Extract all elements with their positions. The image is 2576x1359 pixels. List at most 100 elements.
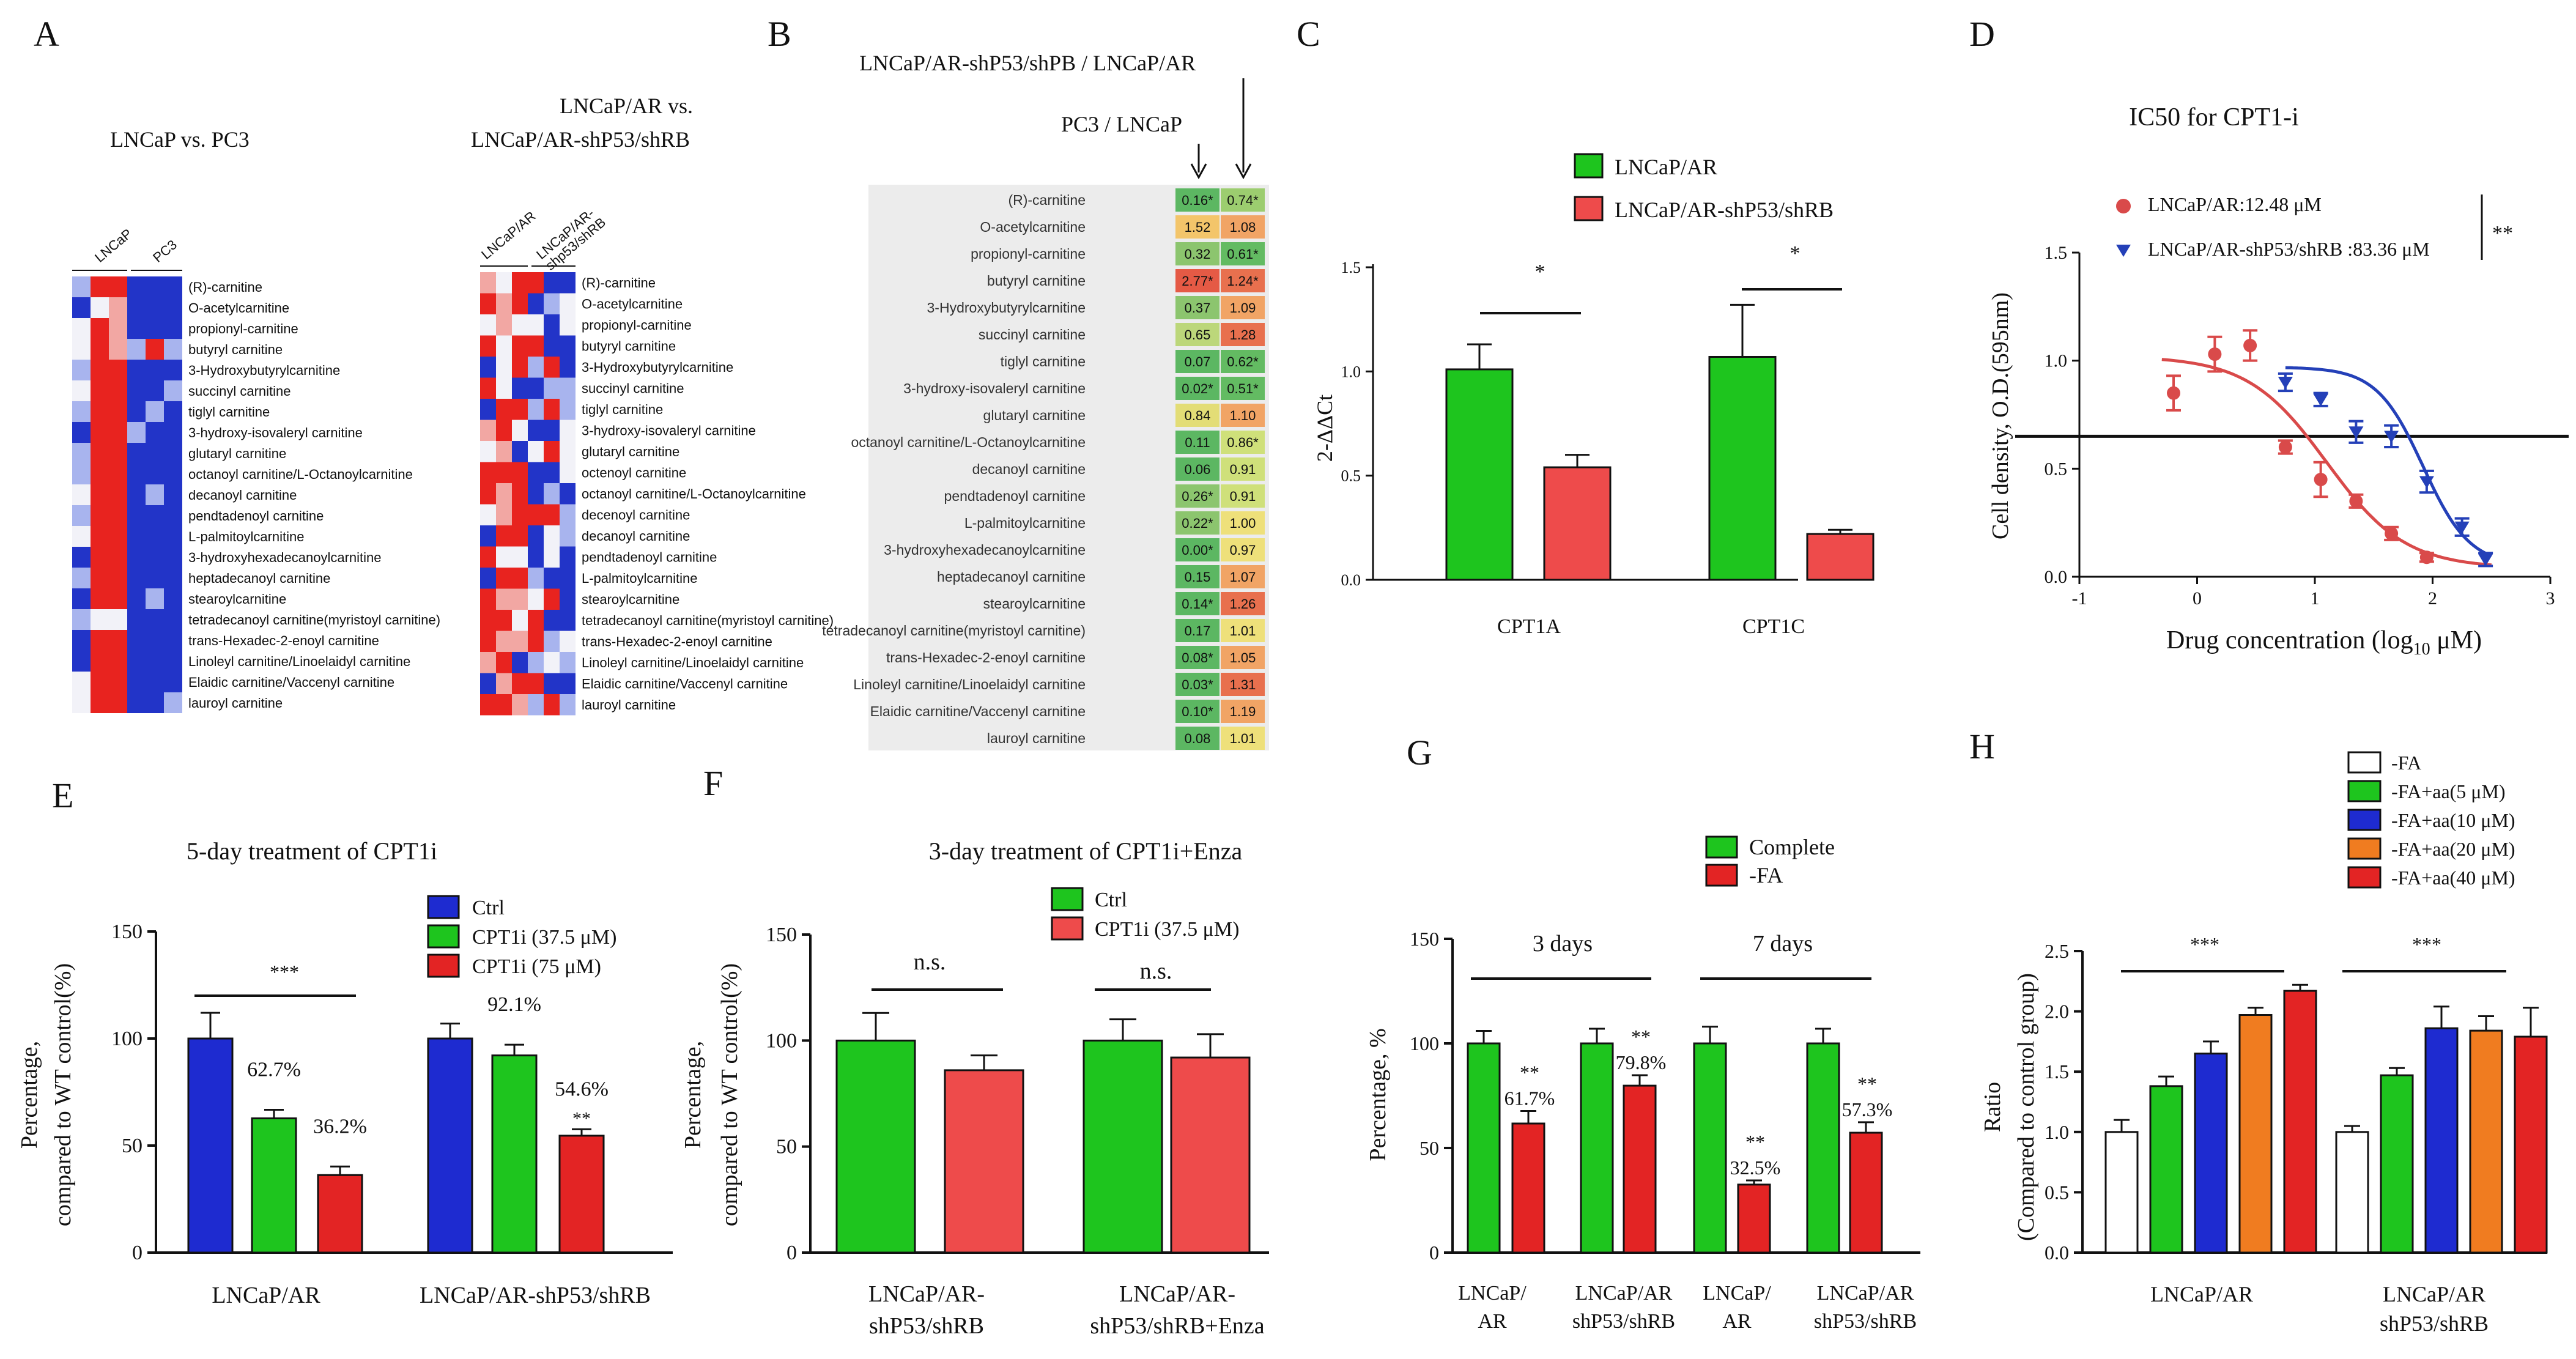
- table-b-cell-ar: [1221, 619, 1265, 642]
- heatmap-a-right-cell: [560, 399, 576, 420]
- chart-c-legend-label: LNCaP/AR: [1615, 155, 1717, 179]
- heatmap-a-left-cell: [72, 568, 91, 588]
- chart-c-sig-star: *: [1790, 242, 1801, 265]
- heatmap-a-left-cell: [72, 276, 91, 297]
- table-b-row-label: 3-Hydroxybutyrylcarnitine: [927, 300, 1086, 316]
- heatmap-a-left-cell: [164, 360, 182, 380]
- table-b-value-pc3: 0.15: [1185, 569, 1211, 585]
- table-b-cell-ar: [1221, 404, 1265, 427]
- heatmap-a-left-cell: [109, 588, 127, 609]
- table-b-value-ar: 1.09: [1230, 300, 1256, 316]
- heatmap-a-left-cell: [72, 484, 91, 505]
- chart-g-bar: [1849, 1131, 1883, 1254]
- heatmap-a-left-cell: [91, 443, 109, 464]
- heatmap-a-left-cell: [72, 318, 91, 339]
- heatmap-a-left-cell: [109, 547, 127, 568]
- heatmap-a-left-cell: [109, 339, 127, 360]
- chart-e-bar: [187, 1037, 234, 1254]
- chart-h-category-label-line-2: shP53/shRB: [2380, 1311, 2489, 1336]
- chart-g-bar: [1467, 1042, 1501, 1254]
- heatmap-a-right-cell: [560, 483, 576, 505]
- chart-e-bar: [317, 1174, 363, 1254]
- heatmap-a-right-cell: [528, 314, 544, 336]
- heatmap-a-right-cell: [528, 504, 544, 525]
- heatmap-a-right-cell: [512, 420, 528, 441]
- heatmap-a-left-cell: [91, 380, 109, 401]
- chart-c-y-tick-label: 1.5: [1341, 259, 1361, 276]
- heatmap-a-left-cell: [91, 547, 109, 568]
- heatmap-a-right-cell: [496, 420, 512, 441]
- heatmap-a-left-cell: [164, 443, 182, 464]
- heatmap-a-left-row-label: (R)-carnitine: [188, 280, 262, 295]
- heatmap-a-right-cell: [512, 377, 528, 399]
- heatmap-a-right-cell: [528, 673, 544, 694]
- table-b-row-label: O-acetylcarnitine: [980, 219, 1086, 235]
- heatmap-a-right-cell: [512, 525, 528, 547]
- chart-h-legend-swatch: [2347, 751, 2382, 774]
- table-b-cell-ar: [1221, 592, 1265, 615]
- heatmap-a-left-cell: [109, 464, 127, 484]
- heatmap-a-left-cell: [72, 505, 91, 526]
- heatmap-a-right-cell: [512, 588, 528, 610]
- chart-g-category-label-line-2: AR: [1478, 1310, 1507, 1333]
- chart-d-point: [2349, 494, 2363, 508]
- heatmap-a-right-cell: [496, 546, 512, 568]
- heatmap-a-left-row-label: 3-hydroxy-isovaleryl carnitine: [188, 425, 363, 440]
- chart-d-y-tick-label: 1.0: [2045, 351, 2068, 371]
- chart-f-bar: [944, 1069, 1024, 1254]
- panel-f-chart: 0 50 100 150 3-day treatment of CPT1i+Enza Pe…: [680, 837, 1269, 1339]
- heatmap-a-left-cell: [109, 672, 127, 692]
- chart-h-y-tick-label: 0.0: [2045, 1242, 2069, 1264]
- chart-h-y-axis-label: Ratio: [1980, 1082, 2005, 1132]
- panel-letter-d: D: [1969, 14, 1995, 54]
- heatmap-a-right-row-label: Linoleyl carnitine/Linoelaidyl carnitine: [582, 655, 804, 670]
- heatmap-a-left-cell: [146, 547, 164, 568]
- heatmap-a-left-cell: [164, 380, 182, 401]
- heatmap-a-left-cell: [146, 443, 164, 464]
- heatmap-a-right-cell: [528, 462, 544, 483]
- heatmap-a-right-cell: [496, 441, 512, 462]
- heatmap-a-right-row-label: 3-Hydroxybutyrylcarnitine: [582, 360, 733, 375]
- heatmap-a-right-cell: [560, 420, 576, 441]
- heatmap-a-left-cell: [164, 672, 182, 692]
- heatmap-a-left-cell: [146, 568, 164, 588]
- heatmap-a-left-cell: [146, 588, 164, 609]
- table-b-value-ar: 0.91: [1230, 489, 1256, 504]
- chart-h-category-label: LNCaP/AR: [2150, 1282, 2253, 1306]
- table-b-cell-ar: [1221, 188, 1265, 212]
- chart-d-sig-star: **: [2492, 222, 2513, 245]
- chart-h-legend-label: -FA+aa(5 μM): [2391, 780, 2506, 802]
- chart-h-bar: [2238, 1014, 2273, 1254]
- heatmap-a-right-row-label: (R)-carnitine: [582, 275, 656, 291]
- heatmap-a-left-cell: [91, 630, 109, 651]
- table-b-cell-ar: [1221, 565, 1265, 588]
- heatmap-a-left-row-label: 3-hydroxyhexadecanoylcarnitine: [188, 550, 382, 565]
- table-b-cell-pc3: [1175, 323, 1220, 346]
- panel-letter-g: G: [1407, 733, 1432, 772]
- table-b-value-ar: 1.31: [1230, 677, 1256, 692]
- table-b-cell-ar: [1221, 377, 1265, 400]
- heatmap-a-left-row-label: L-palmitoylcarnitine: [188, 529, 305, 544]
- chart-e-legend-swatch: [427, 924, 460, 949]
- chart-e-bar: [251, 1117, 297, 1254]
- heatmap-a-right-cell: [560, 610, 576, 631]
- heatmap-a-left-row-label: octanoyl carnitine/L-Octanoylcarnitine: [188, 467, 413, 482]
- heatmap-a-left-cell: [164, 588, 182, 609]
- chart-g-legend-swatch: [1705, 835, 1738, 859]
- heatmap-a-left-cell: [146, 401, 164, 422]
- heatmap-a-left-cell: [91, 401, 109, 422]
- table-b-value-pc3: 0.17: [1185, 623, 1211, 639]
- table-b-cell-ar: [1221, 269, 1265, 292]
- heatmap-a-left-cell: [91, 360, 109, 380]
- chart-d-point: [2348, 426, 2364, 439]
- heatmap-a-right-cell: [528, 293, 544, 314]
- heatmap-a-right-cell: [512, 652, 528, 673]
- chart-h-bar: [2469, 1029, 2503, 1254]
- heatmap-a-left-cell: [164, 651, 182, 672]
- heatmap-a-right-row-label: tiglyl carnitine: [582, 402, 663, 417]
- table-b-value-pc3: 0.84: [1185, 408, 1211, 423]
- chart-e-y-axis-label: Percentage,: [17, 1041, 42, 1149]
- heatmap-a-left-cell: [127, 318, 146, 339]
- chart-h-bar: [2104, 1131, 2139, 1254]
- heatmap-a-right-cell: [496, 525, 512, 547]
